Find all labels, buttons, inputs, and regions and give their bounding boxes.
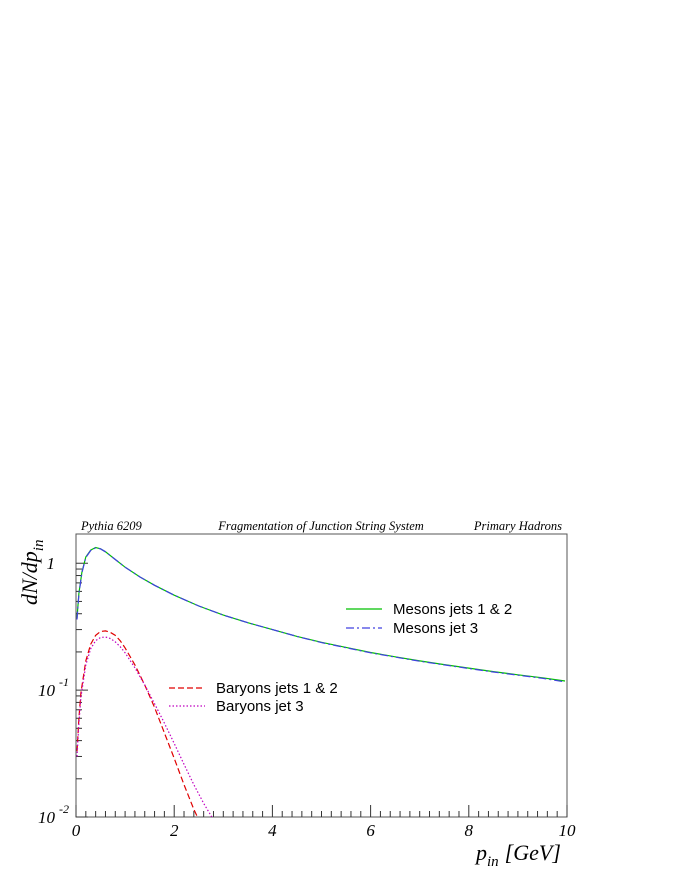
x-axis-title-unit: [GeV]: [505, 840, 561, 865]
x-tick-label: 4: [268, 821, 277, 840]
series-line-3: [76, 630, 199, 817]
header-title: Fragmentation of Junction String System: [217, 519, 424, 533]
x-tick-label: 10: [559, 821, 577, 840]
y-axis-title-sub: in: [31, 540, 47, 552]
x-tick-label: 2: [170, 821, 179, 840]
x-tick-label: 6: [366, 821, 375, 840]
y-tick-labels: 110-110-2: [38, 554, 69, 827]
x-axis-title-sub: in: [487, 854, 499, 870]
legend-label: Baryons jet 3: [216, 698, 304, 715]
y-axis-title-main: dN/dp: [17, 551, 42, 605]
y-tick-label: 10: [38, 808, 56, 827]
header-hadrons: Primary Hadrons: [473, 519, 562, 533]
axis-ticks: [75, 562, 568, 818]
y-tick-label: 1: [47, 554, 56, 573]
x-tick-labels: 0 2 4 6 8 10: [72, 821, 576, 840]
data-curves: [76, 546, 566, 817]
plot-frame: [75, 533, 568, 818]
legend-label: Mesons jets 1 & 2: [393, 601, 512, 618]
y-tick-label: 10: [38, 681, 56, 700]
series-line-2: [76, 547, 566, 683]
series-line-4: [76, 636, 213, 817]
y-tick-label-exponent: -1: [59, 675, 69, 689]
x-tick-label: 8: [465, 821, 474, 840]
header-generator: Pythia 6209: [80, 519, 143, 533]
y-axis-title: dN/dpin: [17, 540, 47, 605]
legend: Mesons jets 1 & 2 Mesons jet 3 Baryons jet…: [169, 601, 512, 715]
x-axis-title: pin [GeV]: [474, 840, 561, 870]
legend-label: Mesons jet 3: [393, 620, 478, 637]
y-tick-label-exponent: -2: [59, 802, 69, 816]
x-tick-label: 0: [72, 821, 81, 840]
x-axis-title-main: p: [474, 840, 487, 865]
legend-label: Baryons jets 1 & 2: [216, 680, 338, 697]
